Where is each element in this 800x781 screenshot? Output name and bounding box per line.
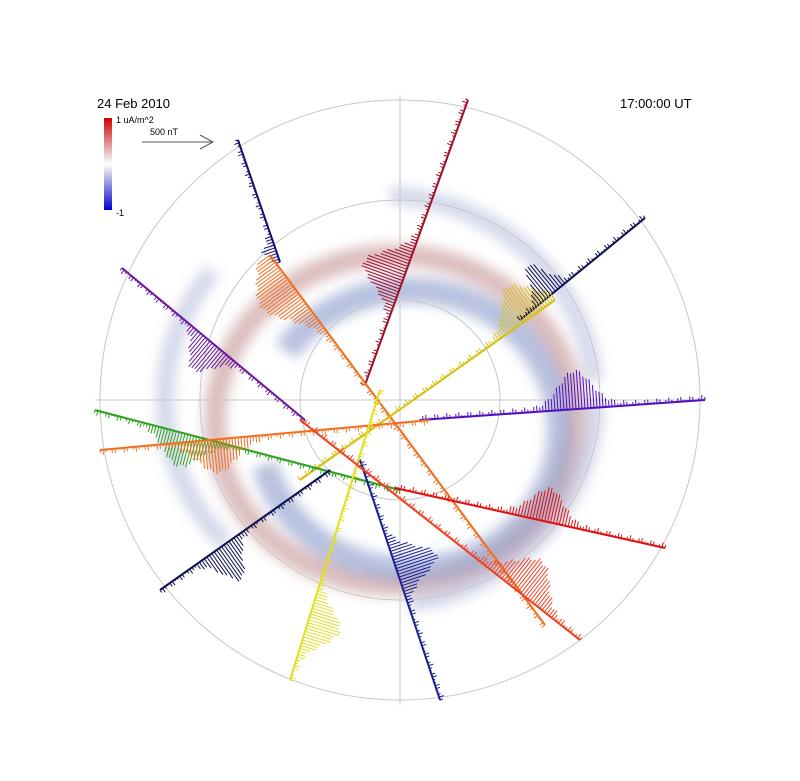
track-line — [289, 389, 381, 681]
grid — [95, 95, 705, 705]
time-label: 17:00:00 UT — [620, 96, 692, 111]
track-line — [237, 139, 281, 263]
track-line — [159, 469, 331, 591]
track-line — [359, 459, 441, 701]
satellite-tracks — [93, 98, 706, 701]
track-vectors — [289, 389, 385, 682]
track-line — [299, 299, 556, 481]
track-line — [99, 419, 431, 451]
vector-scale-arrow — [142, 134, 215, 150]
track-line — [364, 99, 469, 386]
track-line — [269, 254, 546, 626]
track-line — [419, 399, 706, 421]
track-line — [519, 217, 646, 321]
track-line — [299, 419, 581, 641]
colorbar-min: -1 — [116, 208, 124, 218]
track-line — [394, 487, 666, 549]
track-line — [94, 409, 401, 491]
track-vectors — [360, 98, 469, 386]
date-label: 24 Feb 2010 — [97, 96, 170, 111]
vector-scale-label: 500 nT — [150, 127, 179, 137]
colorbar — [104, 118, 112, 210]
colorbar-max: 1 uA/m^2 — [116, 115, 154, 125]
track-line — [121, 267, 306, 421]
track-vectors — [99, 419, 431, 475]
